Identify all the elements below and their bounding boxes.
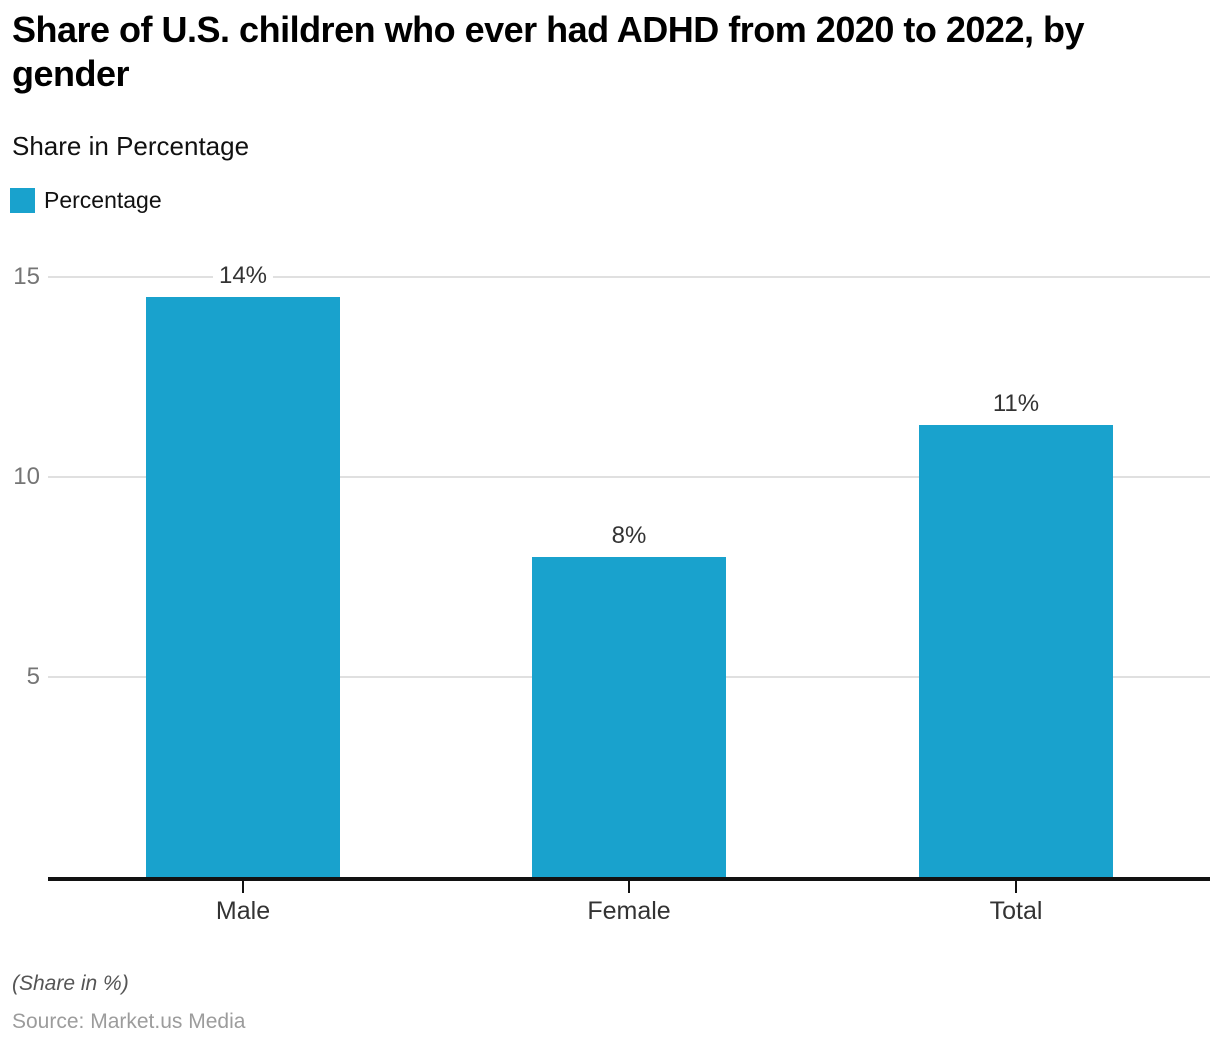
- gridline-15: [48, 276, 1210, 278]
- unit-note: (Share in %): [12, 972, 129, 995]
- chart-subtitle: Share in Percentage: [12, 131, 250, 161]
- x-axis-tick-female: [628, 881, 630, 893]
- source-text: Source: Market.us Media: [12, 1010, 246, 1033]
- y-tick-label-10: 10: [13, 463, 40, 490]
- legend-label: Percentage: [44, 187, 162, 213]
- x-tick-label-total: Total: [989, 897, 1043, 925]
- x-axis-tick-male: [242, 881, 244, 893]
- bar-male: [146, 297, 340, 877]
- x-tick-label-male: Male: [215, 897, 271, 925]
- x-tick-label-female: Female: [587, 897, 671, 925]
- value-label-female: 8%: [605, 522, 653, 550]
- y-tick-label-5: 5: [26, 663, 40, 690]
- value-label-total: 11%: [986, 390, 1046, 418]
- x-axis-line: [48, 877, 1210, 881]
- y-tick-label-15: 15: [13, 263, 40, 290]
- gridline-10: [48, 476, 1210, 478]
- chart-title: Share of U.S. children who ever had ADHD…: [12, 9, 1084, 94]
- bar-female: [532, 557, 726, 877]
- legend: Percentage: [10, 187, 162, 214]
- bar-total: [919, 425, 1113, 877]
- x-axis-tick-total: [1015, 881, 1017, 893]
- legend-swatch-icon: [10, 188, 35, 213]
- value-label-male: 14%: [212, 262, 274, 290]
